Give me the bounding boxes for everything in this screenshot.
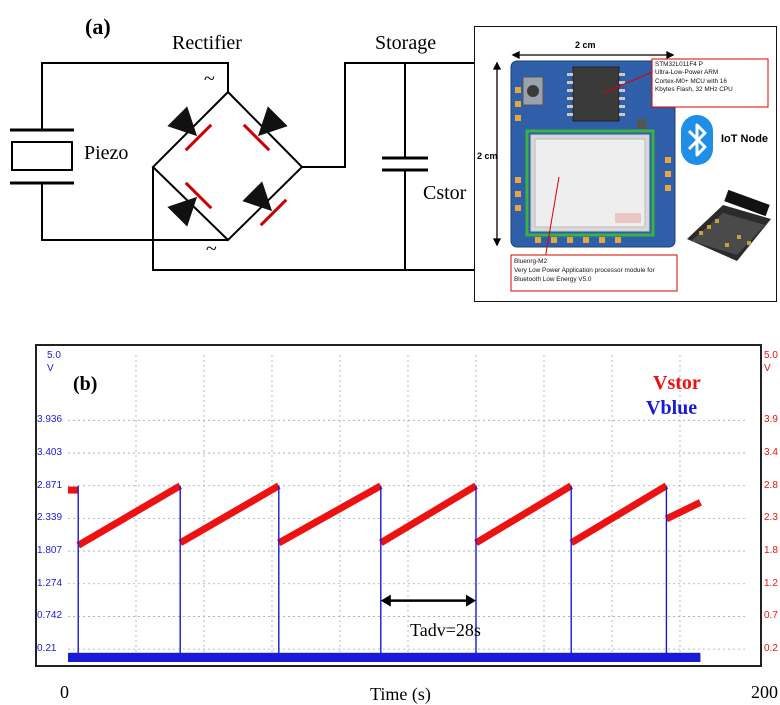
mcu-callout: STM32L011F4 P Ultra-Low-Power ARM Cortex… (655, 61, 733, 93)
wire-dc-minus (152, 167, 475, 271)
right-tick-label: 0.2 (764, 643, 778, 655)
chart-series (68, 482, 702, 662)
left-tick-label: 0.21 (37, 643, 57, 655)
right-axis-unit: V (764, 363, 771, 374)
x-axis-start: 0 (60, 682, 69, 702)
tadv-annotation: Tadv=28s (410, 620, 481, 640)
vstor-segment-10 (474, 482, 574, 546)
left-tick-label: 3.403 (37, 447, 63, 459)
chart-annotation (380, 594, 476, 607)
mcu-chip (572, 66, 620, 122)
left-tick-label: 1.274 (37, 577, 63, 589)
storage-capacitor (382, 156, 428, 172)
wire-piezo-bottom (41, 183, 228, 241)
vstor-segment-6 (277, 482, 383, 546)
iot-node-photo (687, 189, 771, 261)
right-tick-label: 1.8 (764, 545, 778, 557)
vstor-segment-12 (569, 482, 669, 546)
left-axis-unit: V (47, 363, 54, 374)
cstor-label: Cstor (423, 182, 467, 204)
ac-symbol-top: ~ (204, 68, 215, 90)
right-tick-label: 1.2 (764, 577, 778, 589)
tadv-arrow-head-1 (466, 594, 476, 607)
vstor-segment-8 (378, 482, 478, 546)
left-tick-label: 1.807 (37, 545, 63, 557)
panel-b-label: (b) (73, 373, 98, 395)
wire-dc-plus (302, 62, 475, 168)
board-width-dimension: 2 cm (575, 40, 596, 50)
vblue-baseline-noise (68, 652, 701, 662)
legend-vstor: Vstor (653, 372, 701, 394)
vblue-line (68, 485, 701, 658)
right-tick-label: 2.3 (764, 512, 778, 524)
legend-vblue: Vblue (646, 397, 698, 419)
vstor-segment-2 (76, 482, 182, 549)
tadv-arrow-head-0 (380, 594, 391, 607)
right-tick-label: 2.8 (764, 479, 778, 491)
left-tick-label: 0.742 (37, 610, 63, 622)
bluetooth-icon (681, 115, 713, 165)
right-tick-label: 3.4 (764, 447, 778, 459)
right-tick-label: 3.9 (764, 414, 778, 426)
vstor-segment-4 (178, 482, 281, 546)
bridge-diamond (151, 91, 304, 242)
ble-callout: Bluenrg-M2 Very Low Power Application pr… (514, 258, 655, 283)
iot-node-panel: 2 cm 2 cm STM32L011F4 P Ultra-Low-Power … (474, 26, 777, 302)
chart-grid (68, 355, 748, 662)
x-axis-label: Time (s) (370, 684, 431, 704)
iot-board-figure (492, 50, 771, 292)
circuit-diagram (10, 62, 475, 271)
right-axis-top-value: 5.0 (764, 350, 778, 361)
ac-symbol-bottom: ~ (206, 238, 217, 260)
panel-a-label: (a) (85, 14, 111, 39)
storage-label: Storage (375, 32, 437, 54)
left-axis-top-value: 5.0 (47, 350, 61, 361)
oscilloscope-frame (35, 344, 762, 667)
vstor-segment-14 (664, 499, 702, 523)
piezo-label: Piezo (84, 142, 129, 164)
left-tick-label: 2.871 (37, 479, 63, 491)
iot-node-label: IoT Node (721, 133, 769, 145)
left-tick-label: 3.936 (37, 414, 63, 426)
board-height-dimension: 2 cm (477, 151, 498, 161)
left-tick-label: 2.339 (37, 512, 63, 524)
wire-piezo-top (41, 62, 229, 130)
piezo-element (10, 128, 74, 185)
rectifier-label: Rectifier (172, 32, 242, 54)
x-axis-end: 200 (751, 682, 778, 702)
right-tick-label: 0.7 (764, 610, 778, 622)
